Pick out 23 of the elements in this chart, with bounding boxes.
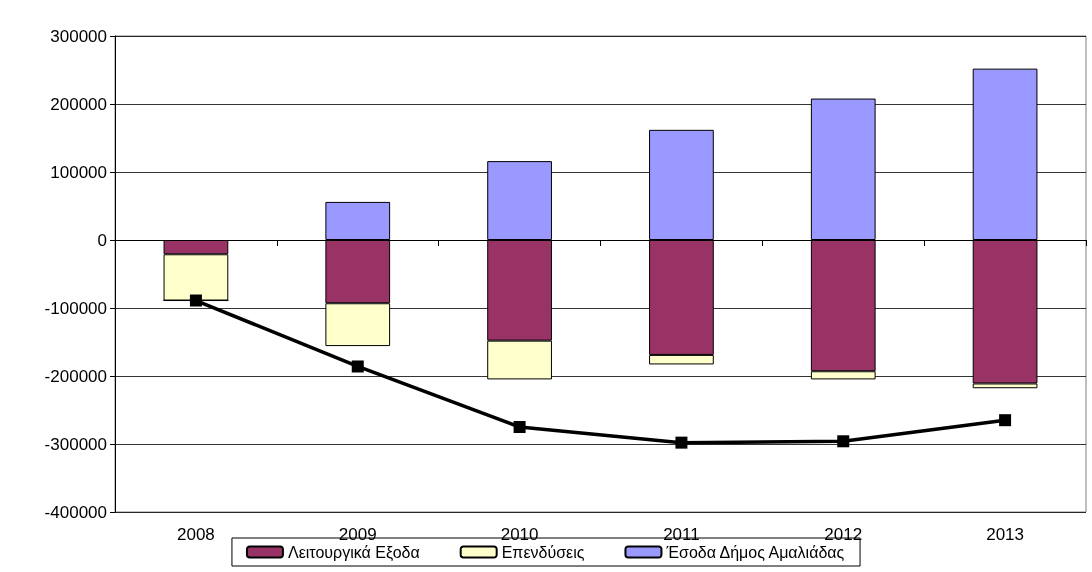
legend-label: Λειτουργικά Εξοδα [287, 543, 420, 562]
y-tick-label: 300000 [50, 26, 107, 46]
point [675, 436, 688, 449]
y-tick-label: -400000 [44, 502, 107, 522]
legend-label: Επενδύσεις [501, 543, 585, 561]
y-tick-label: 200000 [50, 94, 107, 114]
y-tick-label: -300000 [44, 434, 107, 454]
x-tick-label: 2013 [986, 525, 1024, 544]
legend-label: Έσοδα Δήμος Αμαλιάδας [665, 543, 845, 561]
y-tick-label: 0 [97, 230, 107, 250]
x-tick-label: 2009 [338, 525, 377, 544]
y-tick-label: 100000 [50, 162, 107, 182]
y-tick-label: -200000 [44, 366, 107, 386]
y-tick-label: -100000 [44, 298, 107, 318]
point [837, 435, 850, 448]
point [351, 360, 364, 373]
x-tick-label: 2011 [663, 525, 700, 544]
point [999, 414, 1012, 427]
x-tick-label: 2012 [824, 525, 863, 544]
x-tick-label: 2010 [500, 525, 539, 544]
point [513, 421, 526, 433]
x-tick-label: 2008 [177, 525, 215, 544]
point [189, 294, 202, 307]
